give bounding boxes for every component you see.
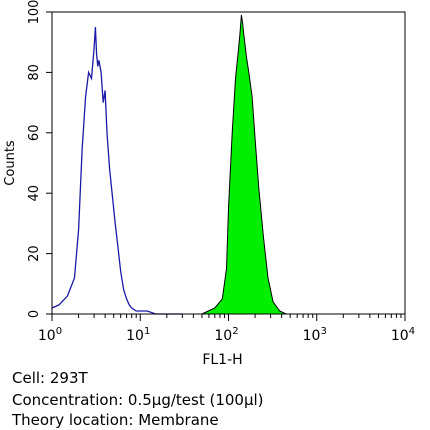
x-tick-label: 101 (126, 326, 150, 344)
cell-line-text: Cell: 293T (12, 369, 88, 387)
stained-histogram (201, 14, 287, 315)
y-tick-label: 80 (27, 64, 42, 81)
histogram-series (51, 14, 287, 315)
x-tick-label: 104 (391, 326, 415, 344)
x-axis-label: FL1-H (202, 352, 242, 368)
concentration-text: Concentration: 0.5μg/test (100μl) (12, 391, 264, 409)
y-tick-label: 60 (27, 125, 42, 142)
control-histogram (51, 27, 183, 315)
x-tick-label: 102 (214, 326, 238, 344)
y-tick-label: 100 (27, 0, 42, 24)
x-tick-label: 100 (38, 326, 62, 344)
theory-location-text: Theory location: Membrane (12, 411, 219, 429)
y-tick-label: 0 (27, 310, 42, 318)
y-tick-label: 40 (27, 185, 42, 202)
histogram-chart: 100 101 102 103 104 0 20 40 60 80 100 FL1-H Counts (3, 0, 415, 368)
y-tick-label: 20 (27, 245, 42, 262)
y-axis-label: Counts (3, 140, 18, 186)
x-tick-label: 103 (303, 326, 327, 344)
axis-ticks: 100 101 102 103 104 0 20 40 60 80 100 (27, 0, 415, 344)
